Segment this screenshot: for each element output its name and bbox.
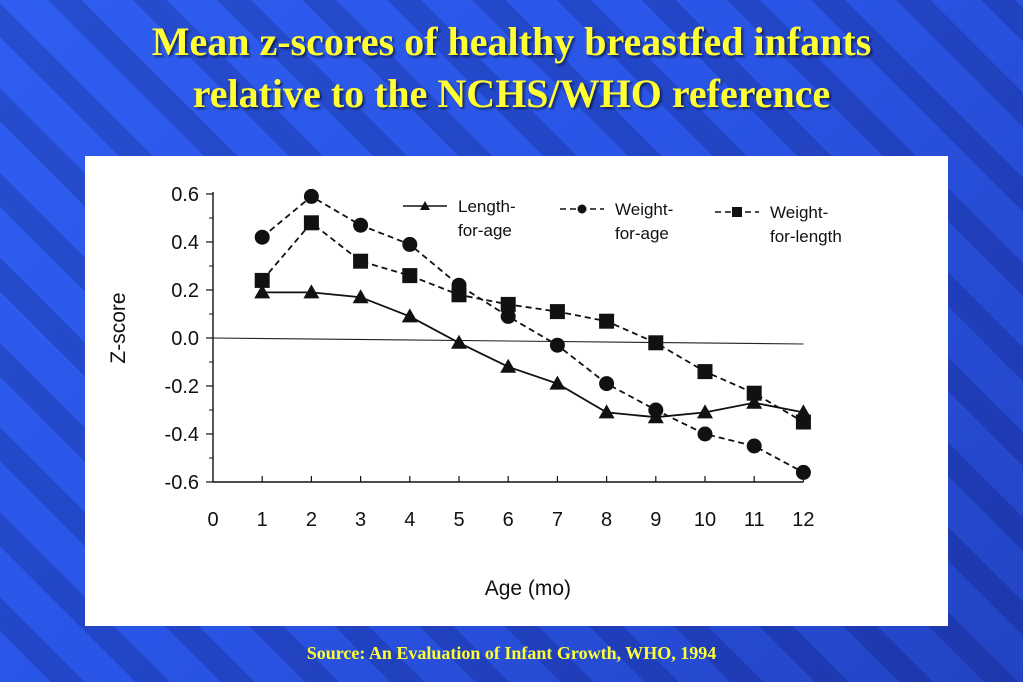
- data-point-circle: [697, 426, 713, 442]
- data-point-circle: [303, 188, 319, 204]
- legend-marker: [732, 207, 742, 217]
- series-circle: [254, 188, 811, 480]
- data-point-square: [795, 414, 811, 430]
- x-tick-label: 9: [650, 509, 661, 531]
- legend-label: for-age: [458, 221, 512, 240]
- legend-marker: [420, 201, 430, 210]
- data-point-square: [303, 215, 319, 231]
- data-point-triangle: [352, 289, 369, 304]
- slide-title-line-1: Mean z-scores of healthy breastfed infan…: [151, 19, 872, 64]
- x-axis-label: Age (mo): [485, 577, 571, 600]
- data-point-square: [500, 296, 516, 312]
- series-square: [254, 215, 811, 430]
- x-tick-label: 11: [744, 509, 765, 531]
- y-tick-label: 0.4: [171, 232, 199, 254]
- data-point-circle: [254, 229, 270, 245]
- data-point-triangle: [549, 375, 566, 390]
- data-point-square: [697, 364, 713, 380]
- series-line-circle: [261, 195, 804, 474]
- x-tick-label: 2: [306, 509, 317, 531]
- data-point-triangle: [303, 284, 320, 299]
- y-axis-label: Z-score: [107, 292, 130, 363]
- y-tick-label: -0.6: [165, 472, 199, 494]
- y-tick-label: -0.4: [165, 424, 199, 446]
- x-tick-label: 7: [552, 509, 563, 531]
- data-point-circle: [402, 236, 418, 252]
- x-tick-label: 5: [453, 509, 464, 531]
- x-tick-label: 1: [257, 509, 268, 531]
- data-point-square: [451, 287, 467, 303]
- legend-label: Weight-: [615, 200, 673, 219]
- data-point-square: [746, 385, 762, 401]
- legend-label: for-age: [615, 224, 669, 243]
- legend-entry-triangle: Length-for-age: [403, 197, 516, 240]
- data-point-triangle: [401, 308, 418, 323]
- chart-legend: Length-for-ageWeight-for-ageWeight-for-l…: [403, 197, 842, 246]
- data-point-triangle: [254, 284, 271, 299]
- data-point-square: [648, 335, 664, 351]
- data-point-triangle: [598, 404, 615, 419]
- chart-panel: 0.6 0.4 0.2 0.0 -0.2 -0.4 -0.6 0 1 2 3 4 5 6 7 8 9 10 11 12…: [85, 156, 948, 626]
- data-point-circle: [746, 438, 762, 454]
- x-tick-label: 6: [503, 509, 514, 531]
- chart-axes: 0.60.40.20.0-0.2-0.4-0.60 1 2 3 4 5 6 7 8 9 10 11 12…: [107, 184, 815, 600]
- legend-label: for-length: [770, 227, 842, 246]
- data-point-triangle: [697, 404, 713, 419]
- data-point-circle: [599, 376, 615, 392]
- x-tick-label: 12: [792, 509, 814, 531]
- data-point-circle: [500, 308, 516, 324]
- chart-series: [254, 188, 812, 480]
- x-tick-label: 0: [207, 509, 218, 531]
- data-point-square: [549, 304, 565, 320]
- y-tick-label: 0.0: [171, 328, 199, 350]
- y-tick-label: 0.2: [171, 280, 199, 302]
- series-line-square: [261, 221, 804, 423]
- data-point-circle: [648, 402, 664, 418]
- y-tick-label: 0.6: [171, 184, 199, 206]
- legend-label: Length-: [458, 197, 516, 216]
- y-tick-label: -0.2: [165, 376, 199, 398]
- zero-reference-line: [212, 337, 804, 345]
- data-point-triangle: [451, 334, 467, 349]
- data-point-circle: [549, 337, 565, 353]
- data-point-circle: [353, 217, 369, 233]
- data-point-circle: [795, 464, 811, 480]
- x-tick-label: 3: [355, 509, 366, 531]
- data-point-square: [402, 268, 418, 284]
- x-tick-label: 8: [601, 509, 612, 531]
- series-line-triangle: [262, 291, 804, 419]
- data-point-triangle: [746, 394, 763, 409]
- series-triangle: [254, 284, 812, 424]
- source-citation: Source: An Evaluation of Infant Growth, …: [306, 643, 717, 663]
- legend-label: Weight-: [770, 203, 828, 222]
- x-tick-label: 10: [694, 509, 716, 531]
- legend-entry-circle: Weight-for-age: [560, 200, 673, 243]
- legend-marker: [577, 204, 587, 214]
- data-point-triangle: [500, 358, 517, 373]
- slide-title-line-2: relative to the NCHS/WHO reference: [192, 71, 831, 116]
- data-point-square: [254, 272, 270, 288]
- z-score-line-chart: 0.60.40.20.0-0.2-0.4-0.60 1 2 3 4 5 6 7 8 9 10 11 12…: [107, 184, 842, 600]
- data-point-square: [353, 253, 369, 269]
- legend-entry-square: Weight-for-length: [715, 203, 842, 246]
- data-point-square: [599, 313, 615, 329]
- x-tick-label: 4: [404, 509, 415, 531]
